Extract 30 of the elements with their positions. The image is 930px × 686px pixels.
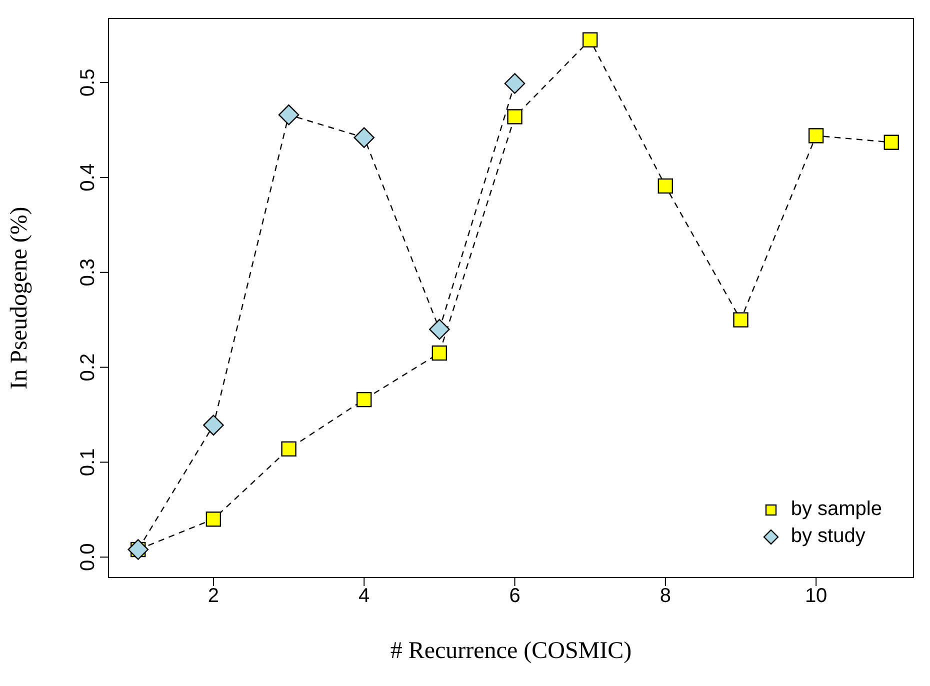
point (356, 392, 372, 408)
legend-label: by study (790, 525, 866, 548)
y-tick-label: 0.1 (77, 448, 99, 476)
y-tick-label: 0.2 (77, 353, 99, 382)
x-tick-label: 10 (804, 585, 828, 608)
point (429, 318, 450, 340)
point (733, 312, 748, 328)
x-tick-label: 6 (509, 585, 520, 608)
y-tick-label: 0.3 (77, 258, 99, 286)
point (658, 178, 674, 194)
point (507, 109, 522, 124)
point (354, 127, 375, 148)
point (278, 104, 300, 126)
point (206, 512, 222, 527)
x-tick-label: 4 (358, 585, 370, 608)
y-tick-label: 0.0 (77, 543, 99, 572)
y-tick-label: 0.5 (77, 68, 99, 96)
legend-label: by sample (790, 498, 882, 521)
y-tick-label: 0.4 (77, 164, 99, 192)
point (203, 414, 224, 436)
point (808, 128, 824, 144)
y-axis-title: In Pseudogene (%) (6, 206, 33, 390)
x-axis-title: # Recurrence (COSMIC) (390, 638, 632, 664)
x-tick-label: 8 (660, 585, 671, 608)
x-tick-label: 2 (208, 585, 220, 608)
point (504, 73, 526, 94)
point (582, 32, 598, 48)
point (432, 345, 448, 361)
point (884, 134, 899, 150)
point (281, 441, 296, 457)
